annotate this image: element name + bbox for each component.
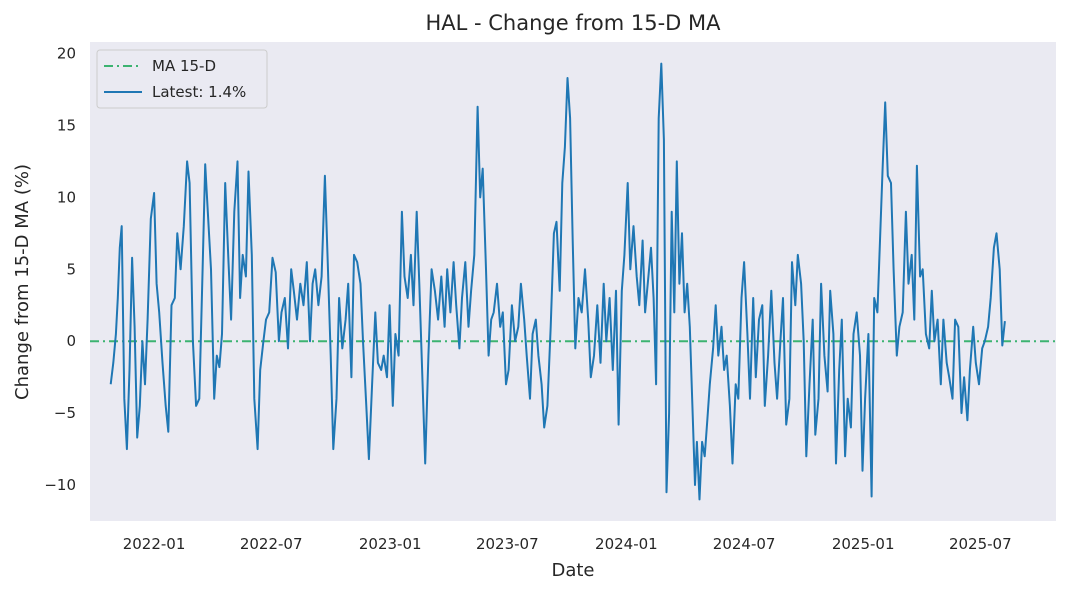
x-tick-label: 2025-01 [832, 535, 895, 553]
y-tick-label: 15 [57, 116, 76, 134]
x-axis-label: Date [551, 560, 594, 581]
y-tick-label: 20 [57, 45, 76, 63]
legend-label-ma: MA 15-D [152, 57, 216, 75]
series-line-latest [109, 62, 1006, 501]
y-tick-label: 10 [57, 188, 76, 206]
legend: MA 15-D Latest: 1.4% [96, 49, 268, 109]
x-tick-label: 2023-01 [359, 535, 422, 553]
y-tick-label: 5 [66, 260, 76, 278]
chart-title: HAL - Change from 15-D MA [425, 11, 721, 35]
y-tick-label: −5 [54, 404, 76, 422]
legend-label-series: Latest: 1.4% [152, 83, 246, 101]
y-axis-label: Change from 15-D MA (%) [12, 164, 33, 400]
legend-box [96, 49, 268, 109]
x-tick-label: 2023-07 [476, 535, 539, 553]
axis-ticks: −10 −5 0 5 10 15 20 2022-01 2022-07 2023-01 2023-0… [44, 45, 1011, 553]
y-tick-label: 0 [66, 332, 76, 350]
x-tick-label: 2025-07 [949, 535, 1012, 553]
y-tick-label: −10 [44, 476, 76, 494]
x-tick-label: 2024-07 [713, 535, 776, 553]
x-tick-label: 2024-01 [595, 535, 658, 553]
x-tick-label: 2022-07 [240, 535, 303, 553]
x-tick-label: 2022-01 [123, 535, 186, 553]
